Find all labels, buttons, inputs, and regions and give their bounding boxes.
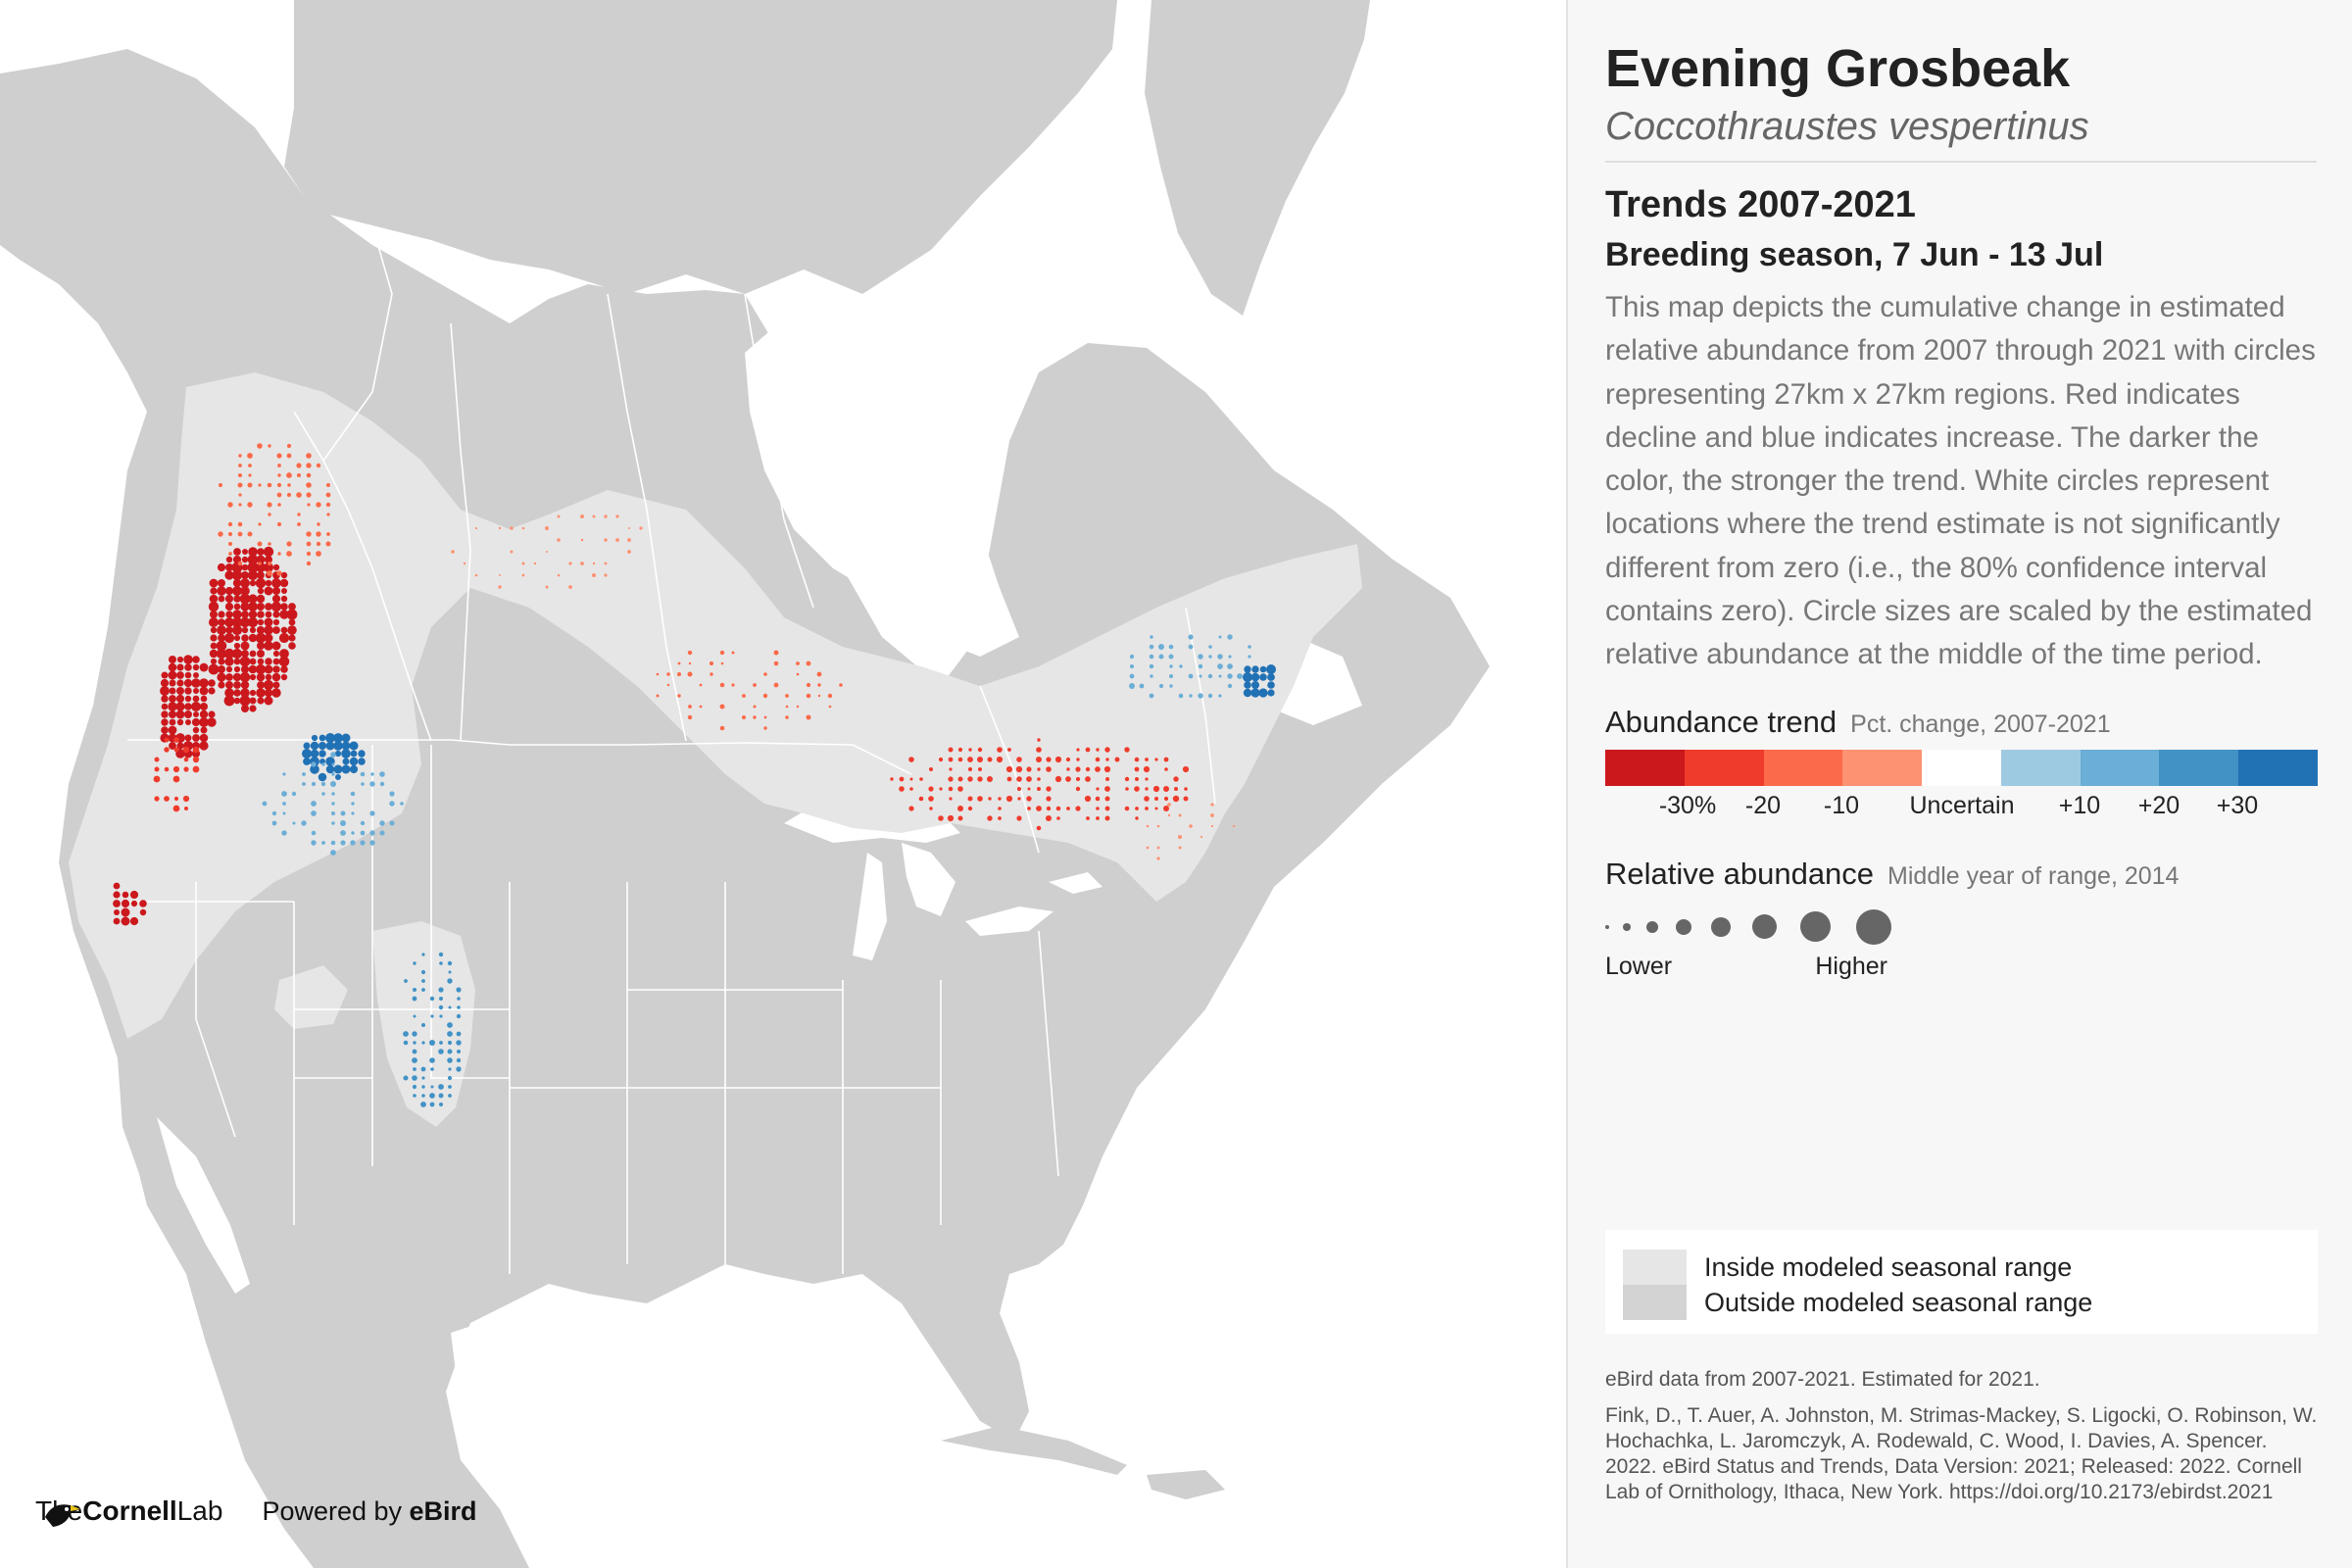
range-legend: Inside modeled seasonal range Outside mo…: [1605, 1230, 2318, 1334]
lab-suffix: Lab: [176, 1495, 223, 1526]
political-boundaries: [127, 224, 1216, 1274]
colorbar-swatch-5: [2000, 749, 2081, 786]
decline-cluster-ca: [113, 882, 147, 926]
decline-cluster-wa: [160, 655, 217, 759]
range-outside-label: Outside modeled seasonal range: [1704, 1287, 2093, 1317]
lab-name: Cornell: [82, 1495, 177, 1526]
colorbar-label-4: +10: [2058, 791, 2101, 819]
abundance-size-dot-7: [1856, 908, 1891, 945]
abundance-size-scale: [1605, 907, 2317, 947]
logo-bar: TheCornellLab Powered by eBird: [35, 1495, 477, 1527]
abundance-legend-title: Relative abundance: [1605, 856, 1875, 891]
decline-cluster-manitoba: [656, 650, 843, 731]
abundance-size-dot-5: [1752, 914, 1777, 940]
abundance-high-label: Higher: [1815, 952, 1887, 980]
decline-cluster-bc: [208, 546, 298, 712]
range-arizona: [274, 965, 348, 1029]
map-canvas: [0, 0, 1490, 1568]
colorbar-label-3: Uncertain: [1909, 791, 2015, 819]
trend-circles: [113, 443, 1276, 1107]
grosbeak-icon: [45, 1504, 80, 1527]
powered-name: eBird: [409, 1495, 477, 1526]
colorbar-swatch-3: [1842, 749, 1923, 786]
abundance-low-label: Lower: [1605, 952, 1673, 980]
increase-cluster-id: [302, 733, 366, 782]
cuba: [941, 1426, 1127, 1475]
trend-colorbar: [1605, 749, 2319, 786]
abundance-size-dot-2: [1646, 920, 1658, 933]
trend-legend-subtitle: Pct. change, 2007-2021: [1850, 710, 2111, 738]
range-inside-label: Inside modeled seasonal range: [1704, 1251, 2073, 1282]
season-label: Breeding season, 7 Jun - 13 Jul: [1605, 236, 2104, 273]
newfoundland: [1367, 573, 1441, 676]
increase-cluster-nb: [1243, 664, 1276, 698]
cornell-lab-logo[interactable]: TheCornellLab: [35, 1495, 222, 1527]
hispaniola: [1147, 1470, 1225, 1499]
colorbar-swatch-0: [1605, 749, 1685, 786]
abundance-size-dot-6: [1800, 911, 1831, 943]
powered-by-ebird[interactable]: Powered by eBird: [262, 1496, 476, 1527]
abundance-legend-header: Relative abundance Middle year of range,…: [1605, 857, 2317, 892]
trend-colorbar-labels: -30% -20 -10 Uncertain +10 +20 +30: [1605, 786, 2318, 825]
abundance-scale-labels: Lower Higher: [1605, 953, 1887, 981]
range-outside-row: Outside modeled seasonal range: [1623, 1285, 2318, 1320]
decline-cluster-or: [153, 737, 200, 812]
increase-cluster-co: [403, 952, 462, 1107]
range-inside-swatch: [1623, 1250, 1687, 1285]
data-note: eBird data from 2007-2021. Estimated for…: [1605, 1368, 2040, 1391]
modeled-range: [69, 372, 1362, 1039]
decline-cluster-boreal: [451, 514, 643, 589]
colorbar-swatch-4: [1922, 749, 2001, 786]
trend-legend-header: Abundance trend Pct. change, 2007-2021: [1605, 705, 2317, 740]
trend-title: Trends 2007-2021: [1605, 184, 1916, 225]
citation[interactable]: Fink, D., T. Auer, A. Johnston, M. Strim…: [1605, 1404, 2318, 1503]
greenland-landmass: [1145, 0, 1370, 316]
abundance-size-dot-3: [1676, 918, 1691, 935]
colorbar-swatch-2: [1763, 749, 1843, 786]
colorbar-swatch-7: [2159, 749, 2239, 786]
abundance-legend-subtitle: Middle year of range, 2014: [1887, 861, 2180, 890]
hudson-bay: [745, 318, 1019, 657]
gulf-of-california: [157, 1117, 250, 1294]
range-inside-row: Inside modeled seasonal range: [1623, 1250, 2318, 1285]
colorbar-label-1: -20: [1744, 791, 1782, 819]
info-panel: Evening Grosbeak Coccothraustes vesperti…: [1566, 0, 2352, 1568]
abundance-size-dot-0: [1605, 924, 1609, 929]
species-scientific-name: Coccothraustes vespertinus: [1605, 102, 2317, 163]
trend-map[interactable]: TheCornellLab Powered by eBird: [0, 0, 1566, 1568]
gulf-of-mexico: [451, 1294, 882, 1499]
abundance-size-dot-1: [1623, 922, 1631, 931]
colorbar-label-2: -10: [1823, 791, 1860, 819]
baja-california: [118, 1058, 230, 1323]
colorbar-label-0: -30%: [1658, 791, 1717, 819]
colorbar-swatch-8: [2238, 749, 2319, 786]
increase-cluster-qc: [1129, 634, 1251, 699]
increase-cluster-mt: [262, 752, 404, 856]
great-lakes: [784, 794, 1102, 960]
decline-cluster-ontario: [890, 738, 1190, 831]
colorbar-swatch-1: [1684, 749, 1764, 786]
decline-cluster-ne: [1146, 803, 1236, 860]
colorbar-label-5: +20: [2137, 791, 2180, 819]
colorbar-label-6: +30: [2216, 791, 2259, 819]
species-common-name: Evening Grosbeak: [1605, 39, 2071, 98]
abundance-size-dot-4: [1711, 916, 1731, 937]
map-description: This map depicts the cumulative change i…: [1605, 291, 2316, 671]
range-outside-swatch: [1623, 1285, 1687, 1320]
trend-legend-title: Abundance trend: [1605, 704, 1838, 739]
arctic-islands: [284, 0, 1117, 294]
colorbar-swatch-6: [2080, 749, 2160, 786]
powered-prefix: Powered by: [262, 1495, 410, 1526]
decline-cluster-north: [218, 443, 331, 576]
